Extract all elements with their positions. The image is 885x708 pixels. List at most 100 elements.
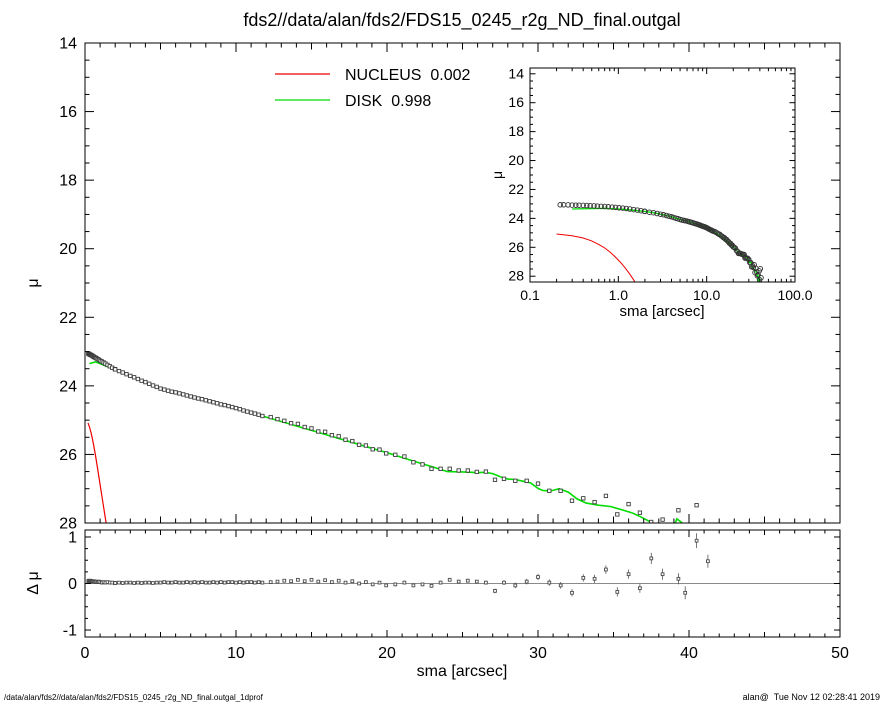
profile-data-point: [676, 508, 681, 513]
residual-data-point: [676, 576, 681, 581]
profile-data-point: [429, 466, 434, 471]
inset-profile-data-point: [580, 202, 586, 209]
inset-profile-data-point: [750, 264, 757, 271]
inset-profile-data-point: [573, 202, 579, 208]
profile-data-point: [322, 429, 328, 434]
residual-data-point: [241, 580, 246, 585]
residual-data-point: [316, 579, 321, 584]
profile-data-point: [120, 370, 125, 375]
profile-data-point: [275, 416, 280, 422]
residual-data-point: [203, 580, 208, 585]
residual-data-point: [570, 590, 574, 595]
profile-data-point: [569, 498, 575, 503]
residual-data-point: [219, 580, 223, 584]
profile-data-point: [637, 510, 643, 515]
legend-disk-label: DISK 0.998: [345, 93, 431, 110]
residual-data-point: [384, 583, 389, 588]
profile-data-point: [233, 405, 239, 411]
main-content: [86, 351, 709, 528]
inset-profile-data-point: [646, 209, 653, 215]
residual-data-point: [323, 578, 327, 583]
inset-profile-data-point: [666, 213, 672, 219]
profile-data-point: [116, 368, 122, 374]
tick-label: 14: [59, 36, 77, 53]
profile-data-point: [139, 378, 144, 383]
residual-data-point: [420, 582, 425, 587]
tick-label: 18: [59, 173, 77, 190]
tick-label: 1.0: [609, 287, 629, 303]
profile-data-point: [694, 503, 699, 508]
residual-data-point: [402, 580, 407, 585]
residual-data-point: [706, 559, 710, 564]
residual-data-point: [626, 572, 631, 577]
profile-data-point: [474, 469, 479, 475]
legend-nucleus-label: NUCLEUS 0.002: [345, 67, 470, 84]
residual-data-point: [465, 578, 470, 583]
residual-data-point: [147, 580, 152, 585]
profile-data-point: [363, 443, 369, 448]
profile-data-point: [603, 493, 609, 499]
residual-data-point: [207, 580, 212, 585]
residual-data-point: [411, 583, 416, 588]
residual-data-point: [581, 576, 586, 580]
residual-data-point: [350, 579, 355, 584]
residual-data-point: [245, 580, 250, 584]
residual-data-point: [336, 578, 341, 583]
residual-data-point: [615, 590, 620, 594]
tick-label: 14: [508, 65, 524, 81]
profile-data-point: [706, 525, 709, 528]
residual-data-point: [393, 582, 398, 587]
inset-background: [530, 68, 795, 282]
tick-label: 30: [529, 645, 547, 662]
residual-data-point: [200, 580, 204, 584]
main-y-axis-label: μ: [25, 278, 42, 287]
residual-data-point: [502, 580, 506, 585]
inset-panel: 14 16 18 20 22 24 26 28 0.1 1.0 10.0 100.0 μ sma [a…: [489, 65, 813, 320]
residual-data-point: [309, 577, 314, 582]
residual-content: [85, 533, 840, 600]
profile-data-point: [226, 403, 231, 409]
residual-data-point: [447, 577, 452, 582]
profile-data-point: [402, 454, 407, 459]
tick-label: 26: [508, 239, 524, 255]
residual-data-point: [357, 581, 361, 586]
tick-label: 22: [59, 310, 77, 327]
tick-label: 26: [59, 447, 77, 464]
residual-data-point: [143, 580, 148, 585]
profile-data-point: [260, 413, 265, 419]
profile-data-point: [377, 447, 382, 452]
residual-data-point: [211, 580, 216, 584]
inset-profile-data-point: [623, 205, 630, 212]
tick-label: 16: [508, 94, 524, 110]
profile-data-point: [438, 466, 443, 471]
residual-data-point: [132, 581, 136, 585]
tick-label: 16: [59, 104, 77, 121]
profile-data-point: [211, 400, 216, 405]
profile-data-point: [154, 384, 159, 390]
inset-profile-data-point: [630, 206, 637, 213]
residual-data-point: [166, 580, 170, 585]
main-frame: [84, 42, 841, 524]
profile-data-point: [492, 477, 498, 482]
tick-label: 0.1: [520, 287, 540, 303]
profile-data-point: [192, 395, 197, 400]
profile-data-point: [649, 519, 654, 523]
residual-data-point: [456, 579, 461, 584]
residual-data-point: [370, 582, 375, 587]
residual-data-point: [253, 580, 257, 585]
plot-title: fds2//data/alan/fds2/FDS15_0245_r2g_ND_f…: [243, 10, 680, 31]
profile-data-point: [513, 478, 518, 483]
footer-path: /data/alan/fds2//data/alan/fds2/FDS15_02…: [4, 693, 264, 702]
inset-profile-data-point: [634, 207, 641, 213]
residual-data-point: [474, 579, 479, 584]
inset-profile-data-point: [638, 207, 644, 214]
profile-data-point: [207, 399, 212, 404]
inset-profile-data-point: [657, 211, 664, 217]
profile-data-point: [113, 367, 118, 372]
residual-data-point: [683, 590, 688, 595]
profile-data-point: [626, 501, 631, 507]
residual-data-point: [162, 580, 167, 584]
residual-data-point: [592, 576, 597, 581]
profile-data-point: [592, 499, 597, 505]
